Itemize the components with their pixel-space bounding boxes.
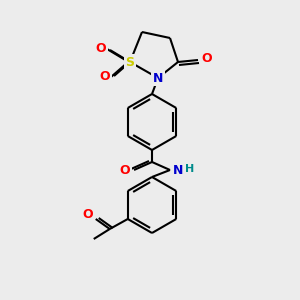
Text: O: O	[202, 52, 212, 65]
Text: N: N	[173, 164, 183, 176]
Text: O: O	[82, 208, 93, 221]
Text: O: O	[100, 70, 110, 83]
Text: N: N	[153, 71, 163, 85]
Text: O: O	[120, 164, 130, 176]
Text: H: H	[185, 164, 195, 174]
Text: S: S	[125, 56, 134, 68]
Text: O: O	[96, 43, 106, 56]
